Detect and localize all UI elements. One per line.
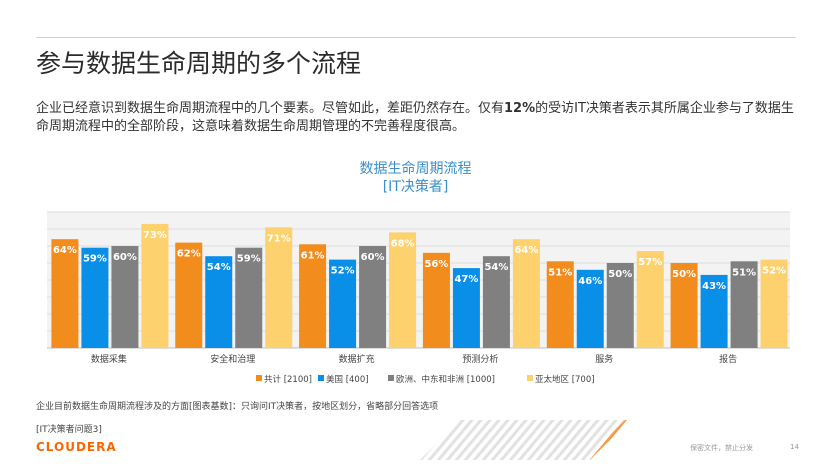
top-divider [36, 37, 796, 38]
bar-value-label: 50% [608, 269, 632, 280]
bar [422, 252, 450, 348]
bar-value-label: 59% [83, 254, 107, 265]
bar [576, 269, 604, 348]
bar [760, 259, 788, 348]
intro-highlight: 12% [504, 101, 536, 116]
intro-text-part: 的受访IT决策者表示其所属企业参与了数据生命周期流程中的全部阶段，这意味着数据生… [36, 101, 794, 134]
chart-base-note: 企业目前数据生命周期流程涉及的方面[图表基数]：只询问IT决策者，按地区划分，省… [36, 402, 439, 412]
bar-value-label: 47% [454, 274, 478, 285]
decorative-stripes [420, 420, 630, 460]
bar-value-label: 64% [53, 245, 77, 256]
bar [111, 246, 139, 348]
bar [546, 261, 574, 348]
bar-value-label: 51% [732, 267, 756, 278]
category-label: 服务 [595, 353, 613, 365]
bar [636, 251, 664, 348]
bar-value-label: 71% [267, 233, 291, 244]
bar-value-label: 60% [113, 252, 137, 263]
bar [329, 259, 357, 348]
bar-value-label: 61% [301, 250, 325, 261]
bar-value-label: 62% [177, 249, 201, 260]
bar [452, 268, 480, 348]
bar-value-label: 54% [207, 262, 231, 273]
bar [670, 263, 698, 348]
bar-value-label: 52% [762, 266, 786, 277]
question-reference: [IT决策者问题3] [36, 425, 102, 435]
bar [730, 261, 758, 348]
bar [235, 247, 263, 348]
bar-value-label: 57% [638, 257, 662, 268]
bar [51, 239, 79, 348]
legend-swatch [318, 375, 324, 381]
bar [265, 227, 293, 348]
bar-value-label: 51% [548, 267, 572, 278]
chart-heading: 数据生命周期流程 [IT决策者] [0, 160, 831, 196]
bar [359, 246, 387, 348]
bar-value-label: 73% [143, 230, 167, 241]
bar-value-label: 43% [702, 281, 726, 292]
category-label: 数据采集 [91, 353, 127, 365]
bar-value-label: 52% [331, 266, 355, 277]
confidential-note: 保密文件，禁止分发 [690, 444, 753, 452]
bar-value-label: 56% [424, 259, 448, 270]
bar [175, 242, 203, 348]
legend-swatch [256, 375, 262, 381]
legend-label: 共计 [2100] [264, 374, 312, 385]
bar-value-label: 50% [672, 269, 696, 280]
cloudera-logo: CLOUDERA [36, 440, 117, 454]
slide-title: 参与数据生命周期的多个流程 [36, 49, 362, 78]
category-label: 安全和治理 [210, 353, 255, 365]
legend-label: 亚太地区 [700] [535, 374, 595, 385]
legend-swatch [388, 375, 394, 381]
bar [205, 256, 233, 348]
intro-text-part: 企业已经意识到数据生命周期流程中的几个要素。尽管如此，差距仍然存在。仅有 [36, 101, 505, 116]
category-label: 数据扩充 [339, 353, 375, 365]
page-number: 14 [790, 443, 799, 451]
bar [299, 244, 327, 348]
category-label: 报告 [719, 353, 737, 365]
bar [389, 232, 417, 348]
bar-value-label: 54% [484, 262, 508, 273]
bar-value-label: 60% [361, 252, 385, 263]
bar-value-label: 46% [578, 276, 602, 287]
intro-text: 企业已经意识到数据生命周期流程中的几个要素。尽管如此，差距仍然存在。仅有12%的… [36, 100, 796, 136]
bar [512, 239, 540, 348]
legend-label: 美国 [400] [326, 374, 369, 385]
bar-value-label: 59% [237, 254, 261, 265]
chart-title: 数据生命周期流程 [359, 161, 472, 177]
bar-value-label: 68% [391, 238, 415, 249]
bar-value-label: 64% [514, 245, 538, 256]
bar [141, 223, 169, 348]
legend-label: 欧洲、中东和非洲 [1000] [396, 374, 495, 385]
chart-subtitle: [IT决策者] [382, 179, 449, 195]
legend-swatch [527, 375, 533, 381]
bar [482, 256, 510, 348]
category-label: 预测分析 [462, 353, 498, 365]
bar [606, 263, 634, 348]
bar [700, 274, 728, 348]
bar [81, 247, 109, 348]
